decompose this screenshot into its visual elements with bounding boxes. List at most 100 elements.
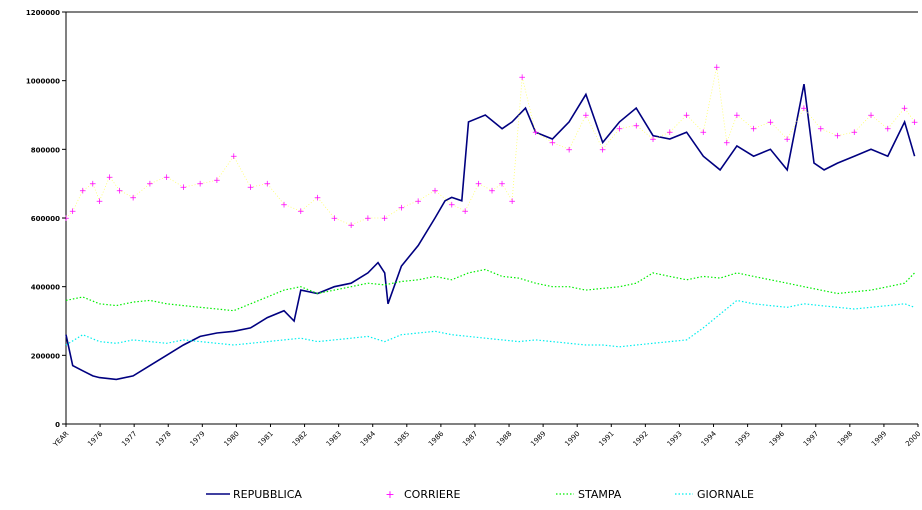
data-point: +: [488, 187, 496, 197]
legend-label: STAMPA: [578, 488, 622, 501]
y-tick-label: 1000000: [26, 78, 60, 86]
data-point: +: [314, 193, 322, 203]
x-tick-label: 2000: [904, 430, 922, 448]
y-tick-label: 200000: [31, 352, 60, 360]
data-point: +: [129, 193, 137, 203]
series-stampa: [65, 268, 916, 312]
y-tick-label: 1200000: [26, 9, 60, 17]
data-point: +: [414, 197, 422, 207]
series-giornale: [65, 299, 915, 348]
data-point: +: [750, 125, 758, 135]
x-tick-label: 1978: [154, 430, 172, 448]
x-tick-label: 1989: [529, 430, 547, 448]
x-tick-label: 1991: [597, 430, 615, 448]
series-connector-corriere: [65, 66, 915, 226]
x-tick-label: 1999: [870, 430, 888, 448]
x-tick-label: 1984: [359, 429, 378, 448]
data-point: +: [297, 207, 305, 217]
data-point: +: [106, 173, 114, 183]
x-tick-label: 1982: [291, 430, 309, 448]
data-point: +: [817, 125, 825, 135]
data-point: +: [247, 183, 255, 193]
legend-label: REPUBBLICA: [233, 488, 302, 501]
data-point: +: [632, 121, 640, 131]
data-point: +: [498, 180, 506, 190]
data-point: +: [582, 111, 590, 121]
data-point: +: [549, 138, 557, 148]
series-line-giornale: [65, 299, 915, 348]
series-line-repubblica: [65, 83, 916, 381]
legend-item-corriere: + CORRIERE: [385, 488, 460, 501]
y-tick-label: 400000: [31, 284, 60, 292]
data-point: +: [834, 132, 842, 142]
x-tick-label: 1998: [836, 430, 854, 448]
data-point: +: [723, 138, 731, 148]
y-tick-label: 600000: [31, 215, 60, 223]
data-point: +: [800, 104, 808, 114]
data-point: +: [230, 152, 238, 162]
legend-swatch: +: [385, 488, 394, 501]
data-point: +: [280, 200, 288, 210]
x-tick-label: YEAR: [51, 430, 70, 449]
x-tick-label: 1987: [461, 430, 479, 448]
x-tick-label: 1983: [325, 430, 343, 448]
data-point: +: [381, 214, 389, 224]
y-tick-label: 0: [55, 421, 60, 429]
legend-label: CORRIERE: [404, 488, 460, 501]
data-point: +: [901, 104, 909, 114]
data-point: +: [700, 128, 708, 138]
x-tick-label: 1996: [768, 429, 787, 448]
x-tick-label: 1992: [632, 430, 650, 448]
data-point: +: [163, 173, 171, 183]
data-point: +: [263, 180, 271, 190]
x-tick-label: 1995: [734, 430, 752, 448]
data-point: +: [616, 125, 624, 135]
data-point: +: [850, 128, 858, 138]
x-tick-label: 1985: [393, 430, 411, 448]
legend-item-repubblica: REPUBBLICA: [206, 488, 302, 501]
y-tick-label: 800000: [31, 146, 60, 154]
data-point: +: [146, 180, 154, 190]
data-point: +: [599, 145, 607, 155]
data-point: +: [649, 135, 657, 145]
data-point: +: [867, 111, 875, 121]
data-point: +: [69, 207, 77, 217]
x-tick-label: 1986: [427, 429, 446, 448]
data-point: +: [565, 145, 573, 155]
x-tick-label: 1980: [223, 430, 241, 448]
data-point: +: [508, 197, 516, 207]
axes-layer: [65, 11, 918, 425]
x-tick-label: 1977: [120, 430, 138, 448]
data-point: +: [767, 118, 775, 128]
x-tick-label: 1990: [563, 430, 581, 448]
data-point: +: [89, 180, 97, 190]
data-point: +: [331, 214, 339, 224]
x-tick-label: 1976: [86, 429, 105, 448]
series-corriere: + + + + + + + + + + + + + + + + + + + + + + + + + + + + + + + + + + + + + + + +…: [62, 63, 918, 231]
data-point: +: [364, 214, 372, 224]
data-point: +: [532, 128, 540, 138]
data-point: +: [683, 111, 691, 121]
data-point: +: [213, 176, 221, 186]
data-point: +: [79, 187, 87, 197]
data-point: +: [431, 187, 439, 197]
series-line-stampa: [65, 268, 916, 312]
x-tick-label: 1993: [666, 430, 684, 448]
legend-item-stampa: STAMPA: [556, 488, 622, 501]
data-point: +: [180, 183, 188, 193]
x-tick-label: 1988: [495, 430, 513, 448]
data-point: +: [347, 221, 355, 231]
legend: REPUBBLICA + CORRIERE STAMPA GIORNALE: [206, 488, 754, 501]
data-point: +: [666, 128, 674, 138]
legend-label: GIORNALE: [697, 488, 754, 501]
x-tick-label: 1994: [700, 429, 719, 448]
data-point: +: [196, 180, 204, 190]
data-point: +: [62, 214, 70, 224]
data-point: +: [116, 187, 124, 197]
data-point: +: [911, 118, 919, 128]
ticks-layer: 0 200000 400000 600000 800000 1000000 1200000 Y…: [26, 9, 922, 449]
series-layer: + + + + + + + + + + + + + + + + + + + + + + + + + + + + + + + + + + + + + + + +…: [62, 63, 918, 381]
data-point: +: [96, 197, 104, 207]
legend-item-giornale: GIORNALE: [675, 488, 754, 501]
